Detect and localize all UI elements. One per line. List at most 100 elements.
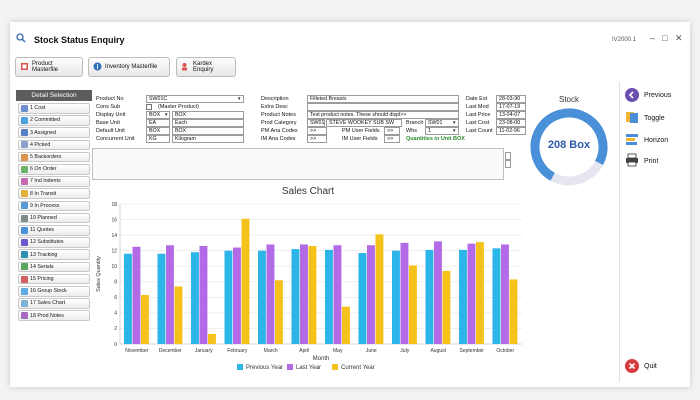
sidebar-item-label: 8 In Transit: [30, 190, 57, 197]
sidebar-item-icon: [21, 299, 28, 307]
inventory-masterfile-button[interactable]: Inventory Masterfile: [88, 57, 170, 77]
prod-category-field[interactable]: SW01: [307, 119, 325, 127]
chart-bar-previous-year: [325, 249, 333, 344]
sidebar-item-10-planned[interactable]: 10 Planned: [18, 212, 90, 224]
sidebar-item-8-in-transit[interactable]: 8 In Transit: [18, 188, 90, 199]
more-button[interactable]: [505, 152, 511, 160]
concurrent-unit-field[interactable]: KG: [146, 135, 170, 143]
horizon-button[interactable]: Horizon: [625, 132, 668, 148]
cons-sub-checkbox[interactable]: [146, 104, 152, 110]
base-unit-field[interactable]: EA: [146, 119, 170, 127]
im-ana-codes-label: IM Ana Codes: [261, 136, 296, 142]
sidebar-item-icon: [21, 104, 28, 112]
sidebar-item-icon: [21, 287, 28, 295]
last-mod-field[interactable]: 17-07-19: [496, 103, 526, 111]
sidebar-item-label: 7 Ind Indents: [30, 178, 61, 185]
display-unit-field[interactable]: BOX: [146, 111, 170, 119]
product-no-field[interactable]: SW01C: [146, 95, 244, 103]
sidebar-item-17-sales-chart[interactable]: 17 Sales Chart: [18, 298, 90, 309]
description-label: Description: [261, 96, 289, 102]
prod-category-name-field[interactable]: STEVE WOOKEY SUB SW: [326, 119, 402, 127]
im-user-fields-label: IM User Fields: [342, 136, 378, 142]
x-tick-label: February: [227, 348, 248, 354]
sidebar-item-1-cost[interactable]: 1 Cost: [18, 103, 90, 114]
sidebar-item-15-pricing[interactable]: 15 Pricing: [18, 273, 90, 285]
sidebar-item-12-substitutes[interactable]: 12 Substitutes: [18, 237, 90, 248]
sidebar-item-7-ind-indents[interactable]: 7 Ind Indents: [18, 176, 90, 187]
toolbar: Product Masterfile Inventory Masterfile …: [10, 52, 690, 82]
description-field[interactable]: Filleted Breasts: [307, 95, 459, 103]
printer-icon: [625, 153, 639, 169]
sidebar-item-11-quotes[interactable]: 11 Quotes: [18, 225, 90, 236]
chart-bar-last-year: [400, 242, 409, 344]
last-price-field[interactable]: 13-04-07: [496, 111, 526, 119]
default-unit-name-field[interactable]: BOX: [172, 127, 244, 135]
chart-bar-previous-year: [459, 249, 467, 344]
pm-user-fields-button[interactable]: >>: [384, 127, 400, 135]
base-unit-label: Base Unit: [96, 120, 120, 126]
sidebar-item-icon: [21, 165, 28, 173]
date-est-field[interactable]: 28-03-90: [496, 95, 526, 103]
branch-field[interactable]: SW01: [425, 119, 459, 127]
x-tick-label: July: [400, 348, 409, 354]
extra-desc-field[interactable]: [307, 103, 459, 111]
product-masterfile-button[interactable]: Product Masterfile: [15, 57, 83, 77]
display-unit-name-field[interactable]: BOX: [172, 111, 244, 119]
sidebar-item-icon: [21, 116, 28, 124]
display-unit-dropdown[interactable]: ▼: [164, 112, 169, 117]
y-tick-label: 12: [111, 248, 117, 254]
product-no-label: Product No: [96, 96, 124, 102]
sidebar-item-2-committed[interactable]: 2 Committed: [18, 115, 90, 126]
im-ana-codes-button[interactable]: >>: [307, 135, 327, 143]
pm-ana-codes-button[interactable]: >>: [307, 127, 327, 135]
sidebar-item-icon: [21, 214, 28, 222]
kardex-enquiry-button[interactable]: Kardex Enquiry: [176, 57, 236, 77]
toggle-icon: [625, 110, 639, 126]
sidebar-item-6-on-order[interactable]: 6 On Order: [18, 164, 90, 175]
concurrent-unit-name-field[interactable]: Kilogram: [172, 135, 244, 143]
sidebar-item-13-tracking[interactable]: 13 Tracking: [18, 249, 90, 260]
maximize-button[interactable]: □: [662, 33, 668, 43]
sidebar-item-4-picked[interactable]: 4 Picked: [18, 139, 90, 151]
x-tick-label: October: [496, 348, 514, 354]
im-user-fields-button[interactable]: >>: [384, 135, 400, 143]
print-button[interactable]: Print: [625, 153, 658, 169]
cons-sub-label: Cons Sub: [96, 104, 121, 110]
last-cost-field[interactable]: 23-08-00: [496, 119, 526, 127]
chart-bar-previous-year: [425, 249, 434, 344]
legend-swatch: [287, 364, 293, 370]
minimize-button[interactable]: –: [650, 33, 656, 43]
branch-dropdown[interactable]: ▼: [452, 120, 457, 125]
last-count-field[interactable]: 11-02-96: [496, 127, 526, 135]
sidebar-item-3-assigned[interactable]: 3 Assigned: [18, 127, 90, 138]
sidebar-item-label: 15 Pricing: [30, 276, 54, 283]
right-action-panel: [619, 82, 690, 382]
chart-bar-last-year: [233, 247, 241, 344]
more-button[interactable]: [505, 160, 511, 168]
product-no-dropdown[interactable]: ▼: [237, 96, 242, 101]
sidebar-item-icon: [21, 141, 28, 149]
sidebar-item-9-in-process[interactable]: 9 In Process: [18, 200, 90, 212]
toggle-button[interactable]: Toggle: [625, 110, 665, 126]
sidebar-item-16-group-stock[interactable]: 16 Group Stock: [18, 286, 90, 297]
default-unit-field[interactable]: BOX: [146, 127, 170, 135]
legend-swatch: [237, 364, 243, 370]
close-button[interactable]: ✕: [675, 33, 683, 43]
quit-icon: [625, 359, 639, 373]
x-tick-label: November: [125, 348, 148, 354]
base-unit-name-field[interactable]: Each: [172, 119, 244, 127]
chart-bar-current-year: [442, 270, 451, 344]
product-notes-field[interactable]: Test product notes. These should displ>>: [307, 111, 459, 119]
sidebar-item-5-backorders[interactable]: 5 Backorders: [18, 151, 90, 163]
x-tick-label: December: [159, 348, 182, 354]
chart-bar-previous-year: [291, 249, 300, 344]
whs-field[interactable]: 1: [425, 127, 459, 135]
quit-button[interactable]: Quit: [625, 359, 657, 373]
chart-bar-previous-year: [258, 250, 266, 344]
sidebar-item-label: 9 In Process: [30, 202, 60, 209]
sidebar-item-14-serials[interactable]: 14 Serials: [18, 261, 90, 273]
previous-button[interactable]: Previous: [625, 88, 671, 102]
whs-dropdown[interactable]: ▼: [452, 128, 457, 133]
sidebar-item-18-prod-notes[interactable]: 18 Prod Notes: [18, 310, 90, 321]
sidebar-item-icon: [21, 177, 28, 185]
